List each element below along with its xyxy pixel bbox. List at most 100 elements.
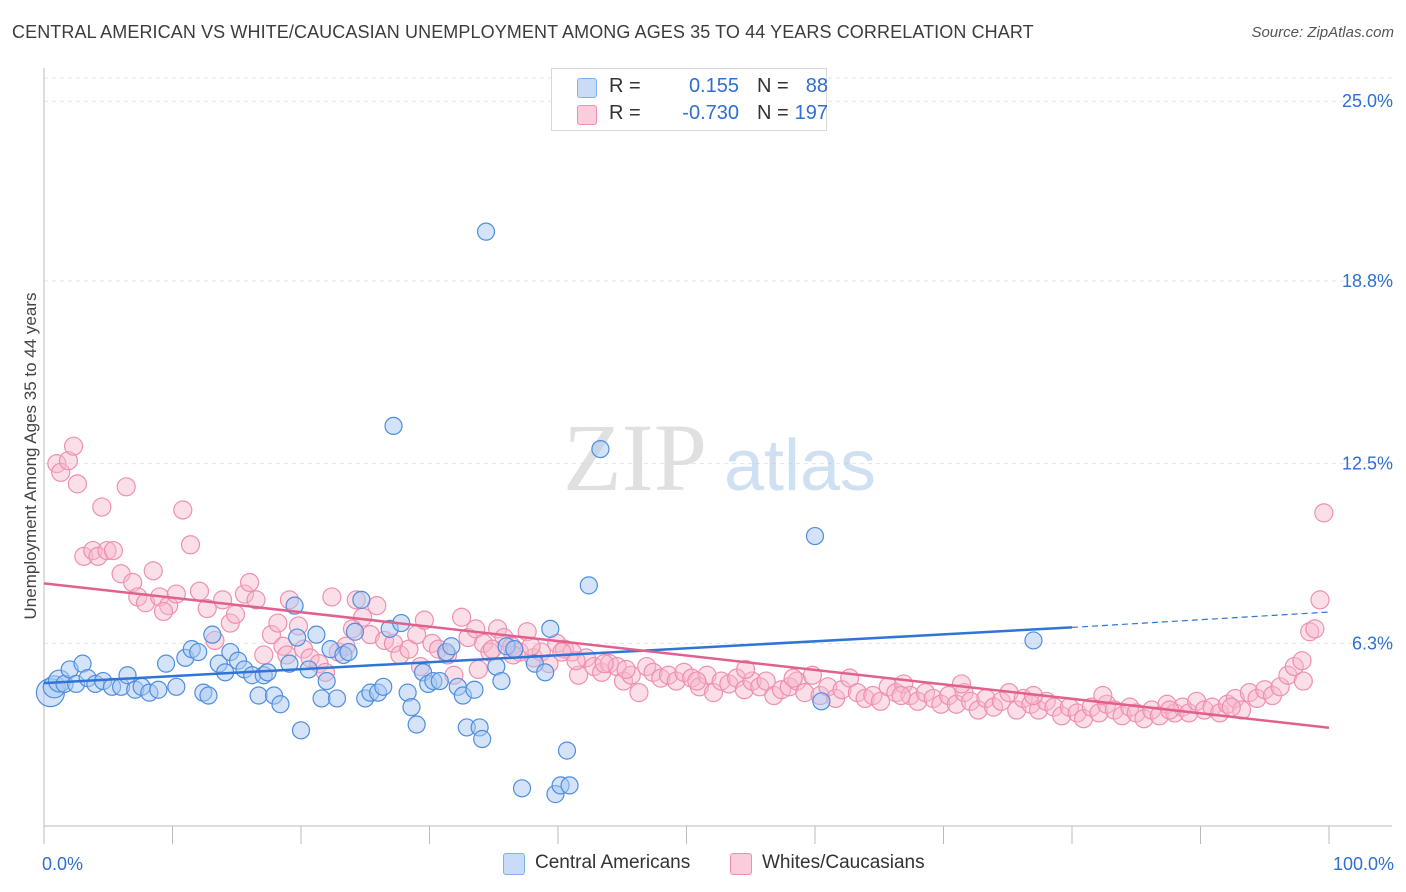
data-point-central-americans (402, 698, 421, 717)
data-point-whites-caucasians (189, 581, 210, 601)
data-point-whites-caucasians (1239, 683, 1259, 703)
data-point-whites-caucasians (1300, 622, 1320, 642)
data-point-whites-caucasians (1293, 671, 1313, 691)
y-axis-label: Unemployment Among Ages 35 to 44 years (21, 293, 40, 620)
data-point-whites-caucasians (687, 671, 707, 691)
data-point-whites-caucasians (742, 671, 762, 691)
data-point-whites-caucasians (213, 590, 233, 610)
data-point-whites-caucasians (225, 604, 246, 624)
data-point-central-americans (430, 671, 449, 691)
data-point-whites-caucasians (197, 598, 217, 619)
axes (43, 68, 1392, 844)
watermark-atlas: atlas (724, 426, 876, 506)
data-point-whites-caucasians (240, 572, 260, 593)
data-point-whites-caucasians (234, 584, 255, 604)
data-point-central-americans (476, 222, 496, 241)
legend-r-value: -0.730 (682, 102, 739, 124)
data-point-whites-caucasians (855, 688, 875, 709)
data-point-central-americans (579, 576, 598, 595)
data-point-whites-caucasians (771, 680, 792, 700)
bottom-legend-swatch-blue (503, 853, 525, 875)
legend-swatch-pink (577, 105, 597, 125)
data-point-whites-caucasians (1007, 700, 1027, 720)
data-point-whites-caucasians (736, 659, 756, 680)
data-point-central-americans (505, 640, 524, 659)
data-point-whites-caucasians (58, 451, 79, 471)
data-point-central-americans (291, 721, 311, 740)
data-point-whites-caucasians (951, 674, 972, 694)
data-point-whites-caucasians (946, 694, 966, 714)
data-point-whites-caucasians (891, 685, 911, 706)
data-point-whites-caucasians (599, 654, 620, 674)
data-point-whites-caucasians (1284, 656, 1304, 677)
data-point-whites-caucasians (51, 462, 71, 482)
data-point-central-americans (167, 677, 186, 696)
data-point-central-americans (317, 671, 336, 691)
data-point-central-americans (473, 729, 492, 749)
legend-r-label: R = (609, 75, 641, 97)
data-point-central-americans (271, 695, 290, 714)
data-point-whites-caucasians (1126, 703, 1146, 723)
data-point-central-americans (280, 654, 299, 673)
data-point-central-americans (327, 689, 347, 708)
data-point-whites-caucasians (180, 535, 201, 555)
y-tick-labels: 6.3% 12.5% 18.8% 25.0% (1342, 91, 1393, 653)
legend-r-label: R = (609, 102, 641, 124)
correlation-legend: R = 0.155 N = 88 R = -0.730 N = 197 (551, 68, 828, 131)
data-point-whites-caucasians (468, 659, 488, 680)
chart-title: CENTRAL AMERICAN VS WHITE/CAUCASIAN UNEM… (12, 22, 1034, 42)
x-tick-max: 100.0% (1333, 854, 1394, 874)
data-point-whites-caucasians (63, 436, 84, 456)
data-point-whites-caucasians (566, 651, 586, 671)
data-point-central-americans (352, 590, 371, 609)
data-point-central-americans (812, 692, 831, 711)
data-point-whites-caucasians (166, 584, 186, 604)
y-tick-label: 12.5% (1342, 454, 1393, 474)
data-point-whites-caucasians (1255, 680, 1275, 700)
data-point-central-americans (492, 671, 511, 691)
data-point-whites-caucasians (703, 683, 724, 703)
data-point-central-americans (557, 741, 577, 760)
data-point-whites-caucasians (261, 625, 282, 645)
data-point-whites-caucasians (116, 477, 136, 497)
legend-n-value: 88 (805, 75, 828, 97)
data-point-whites-caucasians (1202, 697, 1222, 717)
data-point-central-americans (465, 680, 484, 699)
data-point-central-americans (288, 628, 307, 647)
data-point-central-americans (512, 779, 532, 798)
data-point-whites-caucasians (97, 540, 117, 561)
data-point-whites-caucasians (173, 500, 193, 520)
data-point-whites-caucasians (711, 671, 731, 691)
grid-lines (44, 77, 1392, 644)
data-point-whites-caucasians (67, 474, 88, 494)
y-tick-label: 18.8% (1342, 271, 1393, 291)
data-point-whites-caucasians (764, 685, 784, 706)
data-point-whites-caucasians (153, 601, 174, 622)
y-tick-label: 6.3% (1352, 633, 1393, 653)
data-point-central-americans (189, 642, 208, 662)
data-point-central-americans (541, 619, 560, 638)
data-point-whites-caucasians (968, 700, 988, 720)
data-point-whites-caucasians (123, 572, 143, 593)
data-point-whites-caucasians (795, 683, 815, 703)
data-point-central-americans (407, 715, 426, 734)
data-point-central-americans (442, 637, 461, 656)
bottom-legend-label: Central Americans (535, 852, 691, 873)
data-point-whites-caucasians (1165, 703, 1185, 723)
y-tick-label: 25.0% (1342, 91, 1393, 111)
data-point-central-americans (307, 625, 326, 644)
legend-swatch-blue (577, 78, 597, 98)
data-point-central-americans (591, 440, 610, 459)
data-point-whites-caucasians (1270, 677, 1290, 697)
data-point-whites-caucasians (452, 607, 472, 627)
legend-n-label: N = (757, 102, 789, 124)
trend-lines (43, 582, 1330, 729)
data-point-whites-caucasians (103, 540, 123, 561)
data-point-whites-caucasians (783, 668, 803, 688)
data-point-central-americans (374, 677, 393, 696)
data-point-whites-caucasians (268, 613, 288, 633)
data-point-whites-caucasians (613, 671, 634, 691)
data-point-whites-caucasians (254, 645, 274, 665)
legend-r-value: 0.155 (688, 75, 739, 97)
trend-line-central-americans-extension (1071, 611, 1330, 629)
